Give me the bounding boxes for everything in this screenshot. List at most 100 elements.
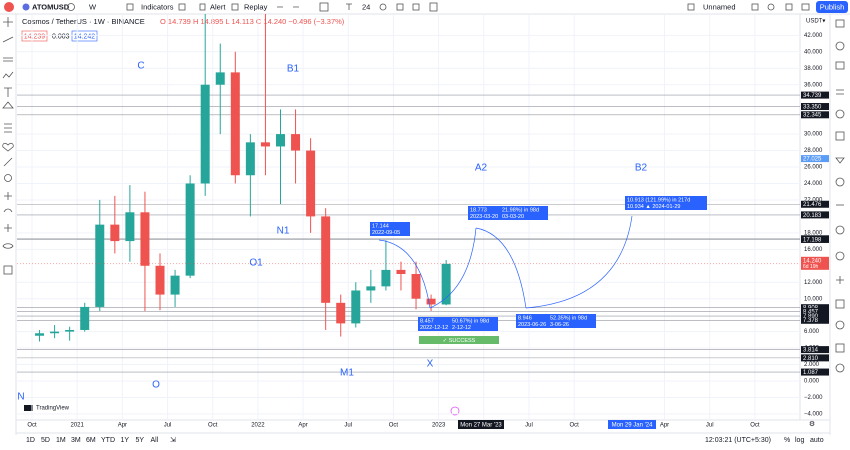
projection-text: 2022-12-12 <box>420 325 448 331</box>
clock: 12:03:21 (UTC+5:30) <box>705 437 771 444</box>
projection-box[interactable] <box>418 317 498 331</box>
projection-text: 8.946 <box>518 315 532 321</box>
projection-box[interactable] <box>370 222 410 236</box>
level-tag <box>801 103 829 111</box>
range-button[interactable]: 6M <box>86 437 96 444</box>
bid-box[interactable] <box>21 30 48 42</box>
projection-text: 21.98%) in 98d <box>502 207 539 213</box>
logo[interactable] <box>4 2 14 12</box>
projection-box[interactable] <box>625 196 707 210</box>
y-tick-label: 30.000 <box>804 132 823 138</box>
branding-logo <box>24 405 33 411</box>
candle-body <box>185 183 195 276</box>
projection-text: 2023-06-26 <box>518 322 546 328</box>
candle-body <box>245 142 255 176</box>
countdown: 6d 19h <box>803 264 819 270</box>
interval[interactable]: W <box>89 2 97 11</box>
event-icon[interactable] <box>450 406 460 416</box>
layout-name[interactable]: Unnamed <box>703 2 736 11</box>
right-toolbar <box>835 19 845 373</box>
projection-box[interactable] <box>468 206 548 220</box>
range-button[interactable]: 1M <box>56 437 66 444</box>
x-tick-label: 2021 <box>71 423 85 429</box>
range-button[interactable]: 1D <box>26 437 35 444</box>
candle-body <box>35 333 45 336</box>
highlight-label: 27.025 <box>803 156 822 162</box>
y-tick-label: 16.000 <box>804 247 823 253</box>
percent[interactable]: % <box>784 437 790 444</box>
level-tag <box>801 307 829 315</box>
x-tick-label: Oct <box>389 423 399 429</box>
top-toolbar <box>0 0 850 14</box>
log[interactable]: log <box>795 437 804 444</box>
replay[interactable]: Replay <box>244 2 268 11</box>
y-tick-label: 22.000 <box>804 198 823 204</box>
success-badge <box>419 336 499 344</box>
candle-body <box>396 269 406 275</box>
projection-arc <box>525 215 633 309</box>
level-label: 3.814 <box>803 347 819 353</box>
projection-text: 10.913 (121.99%) in 217d <box>627 197 690 203</box>
publish[interactable]: Publish <box>820 2 845 11</box>
level-label: 33.350 <box>803 104 822 110</box>
publish-button[interactable] <box>816 1 848 13</box>
range-button[interactable]: 3M <box>71 437 81 444</box>
wave-label: B2 <box>635 163 648 174</box>
x-tick-label: Jul <box>706 423 714 429</box>
level-label: 8.457 <box>803 309 819 315</box>
x-tick-label: Jul <box>525 423 533 429</box>
projection-text: 2-12-12 <box>452 325 471 331</box>
level-label: 2.810 <box>803 356 819 362</box>
range-button[interactable]: YTD <box>101 437 115 444</box>
level-tag <box>801 211 829 219</box>
wave-label: M1 <box>340 368 354 379</box>
count[interactable]: 24 <box>362 2 370 11</box>
y-tick-label: 6.000 <box>804 329 820 335</box>
auto[interactable]: auto <box>810 437 824 444</box>
currency[interactable]: USDT▾ <box>806 19 825 25</box>
projection-text: 3-06-26 <box>550 322 569 328</box>
y-tick-label: 26.000 <box>804 165 823 171</box>
y-tick-label: 38.000 <box>804 66 823 72</box>
y-tick-label: 2.000 <box>804 362 820 368</box>
symbol[interactable]: ATOMUSD <box>32 2 70 11</box>
candle-body <box>170 275 180 295</box>
crosshair-date-tag <box>458 420 504 429</box>
projection-text: 52.35%) in 98d <box>550 315 587 321</box>
bottom-icon[interactable]: ⇲ <box>170 436 176 444</box>
level-label: 21.476 <box>803 202 822 208</box>
projection-arc <box>378 239 431 309</box>
spread: 0.003 <box>52 33 70 40</box>
indicators[interactable]: Indicators <box>141 2 174 11</box>
y-tick-label: 10.000 <box>804 296 823 302</box>
projection-box[interactable] <box>516 314 596 328</box>
legend-title: Cosmos / TetherUS · 1W · BINANCE <box>22 17 145 26</box>
projection-text: 17.144 <box>372 223 389 229</box>
range-button[interactable]: 1Y <box>121 437 130 444</box>
legend-ohlc: O 14.739 H 14.895 L 14.113 C 14.240 −0.4… <box>160 17 345 26</box>
x-tick-label: Oct <box>27 423 37 429</box>
alert[interactable]: Alert <box>210 2 226 11</box>
y-tick-label: 36.000 <box>804 82 823 88</box>
projection-text: 18.773 <box>470 207 487 213</box>
y-tick-label: 0.000 <box>804 379 820 385</box>
candle-body <box>306 150 316 217</box>
level-label: 34.739 <box>803 93 822 99</box>
y-tick-label: 28.000 <box>804 148 823 154</box>
x-tick-label: Apr <box>660 423 669 429</box>
settings-icon[interactable]: ⚙ <box>809 420 815 428</box>
candle-body <box>95 224 105 307</box>
crosshair-date: Mon 29 Jan '24 <box>612 422 654 428</box>
ask-box[interactable] <box>71 30 98 42</box>
range-button[interactable]: All <box>151 437 159 444</box>
range-button[interactable]: 5Y <box>136 437 145 444</box>
wave-label: N1 <box>277 226 290 237</box>
x-tick-label: Oct <box>208 423 218 429</box>
projection-text: 03-03-20 <box>502 214 524 220</box>
highlight-tag <box>801 155 829 163</box>
y-tick-label: 40.000 <box>804 49 823 55</box>
range-button[interactable]: 5D <box>41 437 50 444</box>
candle-body <box>441 263 451 305</box>
level-label: 20.183 <box>803 213 822 219</box>
level-tag <box>801 368 829 376</box>
